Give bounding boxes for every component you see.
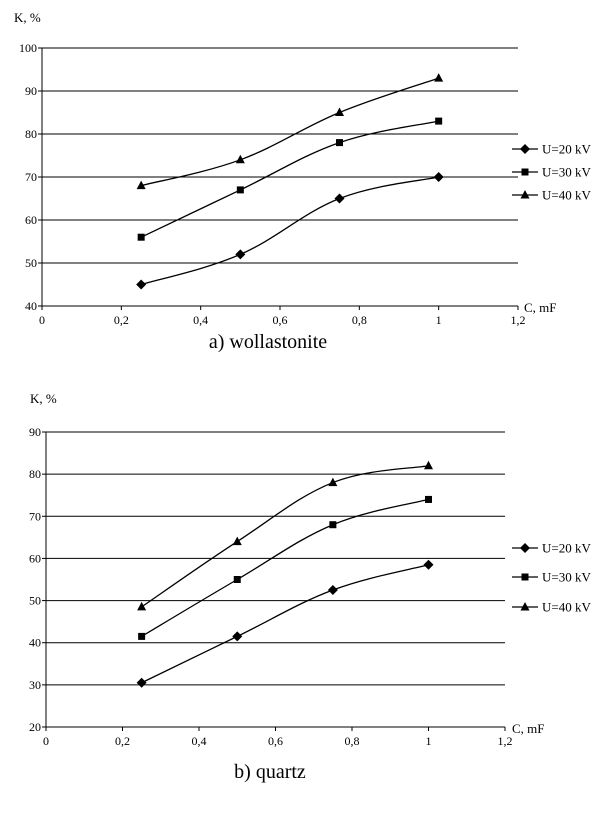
legend-marker [520,543,530,553]
data-point [136,279,147,290]
y-tick-label: 40 [29,636,41,650]
series-triangle [137,460,433,611]
data-point [232,536,242,546]
series-line [141,77,439,187]
x-tick-label: 0,8 [345,734,360,748]
series-square [137,117,443,241]
x-tick-label: 0 [39,313,45,327]
y-tick-label: 80 [29,467,41,481]
legend-marker [520,190,530,199]
y-tick-label: 70 [25,170,37,184]
data-point [433,172,444,182]
legend-entry: U=40 kV [512,600,591,615]
data-point [334,193,345,204]
y-tick-label: 60 [29,551,41,565]
legend-marker [521,573,529,581]
x-tick-label: 0,4 [192,734,207,748]
series-diamond [136,172,444,290]
data-point [137,233,145,241]
legend-entry: U=20 kV [512,142,591,157]
series-line [141,465,429,608]
x-tick-label: 0,8 [352,313,367,327]
chart-quartz: 20 30 40 50 60 70 80 90 0 0,2 0,4 0,6 0,8 1 1,2 K, % C, … [29,391,591,783]
y-tick-label: 40 [25,299,37,313]
y-tick-label: 90 [25,84,37,98]
data-point [425,495,432,503]
y-tick-label: 50 [29,594,41,608]
data-point [329,521,337,529]
legend-label: U=20 kV [542,142,591,157]
y-axis-label: K, % [14,10,41,25]
legend-marker [520,602,530,611]
data-point [327,585,338,596]
y-tick-label: 100 [19,41,37,55]
data-point [328,477,338,487]
data-point [137,601,147,611]
series-square [138,495,432,640]
data-point [136,180,146,190]
x-axis-label: C, mF [512,721,545,736]
data-point [138,632,146,640]
data-point [336,139,343,147]
x-tick-label: 1 [426,734,432,748]
series-line [141,564,429,684]
data-point [236,186,244,194]
data-point [435,117,443,125]
legend-entry: U=40 kV [512,188,591,203]
y-tick-label: 20 [29,720,41,734]
legend-label: U=40 kV [542,600,591,615]
legend-label: U=40 kV [542,188,591,203]
legend-entry: U=30 kV [512,165,591,180]
y-tick-label: 60 [25,213,37,227]
data-point [235,154,245,164]
data-point [424,460,433,470]
series-triangle [136,73,444,190]
x-tick-label: 0,2 [114,313,129,327]
y-tick-label: 30 [29,678,41,692]
legend-label: U=30 kV [542,165,591,180]
figure-caption: a) wollastonite [209,331,327,353]
data-point [136,677,147,688]
legend-label: U=20 kV [542,541,591,556]
x-axis-label: C, mF [524,300,557,315]
data-point [233,576,241,583]
data-point [434,73,444,82]
y-tick-label: 90 [29,425,41,439]
x-tick-label: 0,6 [273,313,288,327]
series-line [141,498,429,637]
x-tick-label: 1,2 [498,734,513,748]
y-tick-label: 50 [25,256,37,270]
legend-entry: U=20 kV [512,541,591,556]
x-tick-label: 0 [43,734,49,748]
legend-label: U=30 kV [542,570,591,585]
x-tick-label: 0,6 [268,734,283,748]
legend-marker [521,168,529,176]
series-line [140,176,439,286]
legend-entry: U=30 kV [512,570,591,585]
data-point [423,559,434,570]
x-tick-label: 1 [436,313,442,327]
data-point [235,249,246,260]
x-tick-label: 0,2 [115,734,130,748]
figure-caption: b) quartz [234,761,306,783]
chart-wollastonite: 40 50 60 70 80 90 100 0 0,2 0,4 0,6 0,8 1 1,2 K, % C, m… [14,10,591,353]
x-tick-label: 1,2 [511,313,526,327]
data-point [335,107,344,116]
data-point [232,631,243,642]
x-tick-label: 0,4 [193,313,208,327]
legend-marker [520,144,530,154]
series-line [140,120,439,238]
y-tick-label: 80 [25,127,37,141]
series-diamond [136,559,434,688]
y-axis-label: K, % [30,391,57,406]
y-tick-label: 70 [29,509,41,523]
